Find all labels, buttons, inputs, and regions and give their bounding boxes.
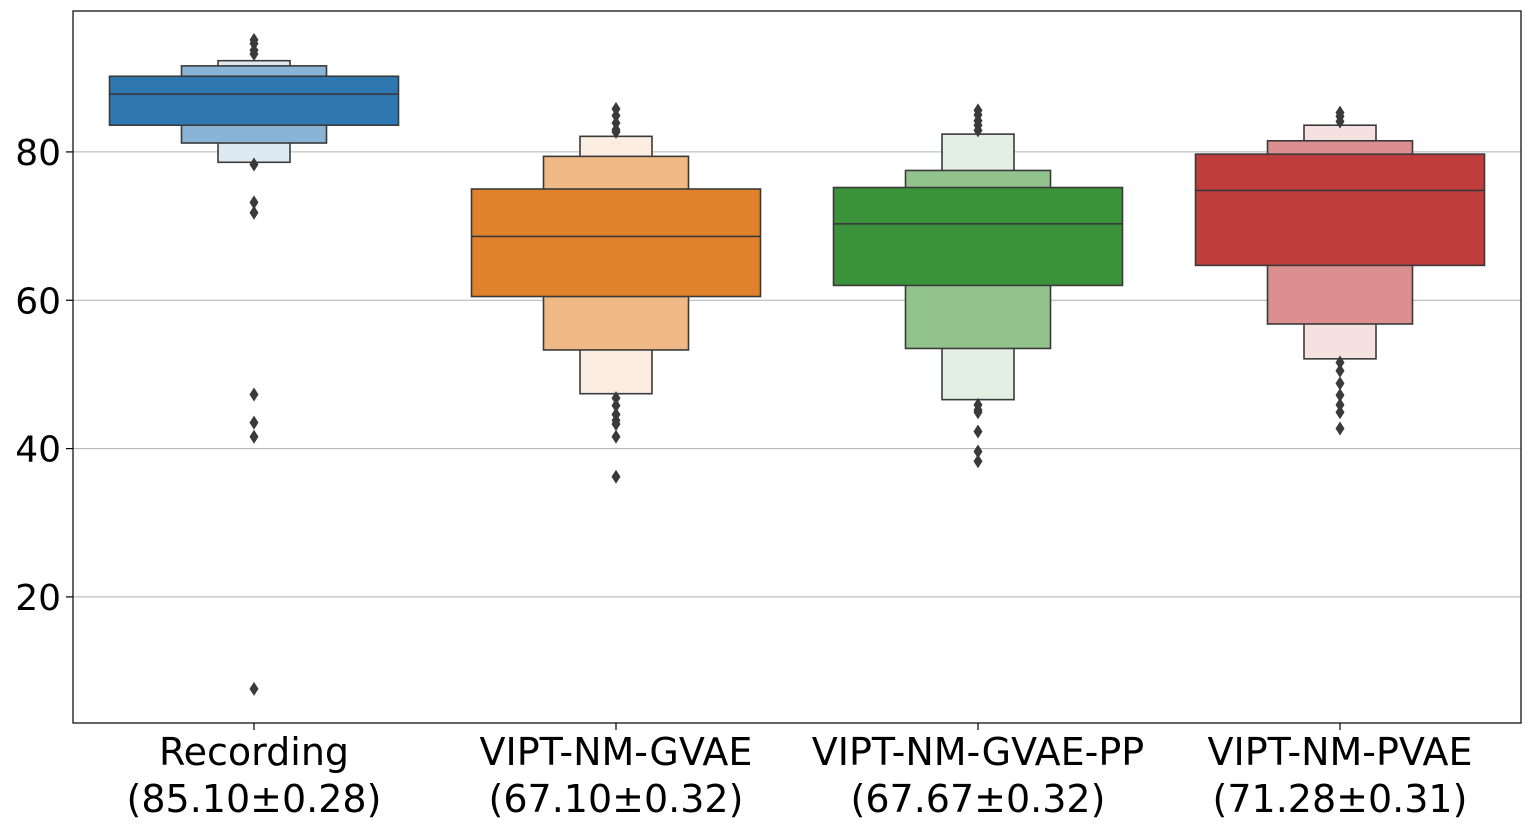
boxen-level-1 bbox=[470, 188, 762, 298]
outlier-point bbox=[1335, 114, 1345, 129]
outlier-point bbox=[1335, 405, 1345, 420]
outlier-point bbox=[1335, 421, 1345, 436]
outlier-point bbox=[249, 47, 259, 62]
x-tick-summary: (67.67±0.32) bbox=[851, 777, 1106, 821]
outlier-point bbox=[611, 417, 621, 432]
x-tick-label: Recording bbox=[159, 730, 349, 774]
outlier-point bbox=[611, 391, 621, 406]
x-tick-summary: (85.10±0.28) bbox=[127, 777, 382, 821]
outlier-point bbox=[611, 469, 621, 484]
outlier-point bbox=[1335, 355, 1345, 370]
x-tick-label: VIPT-NM-PVAE bbox=[1208, 730, 1473, 774]
outlier-point bbox=[249, 157, 259, 172]
y-tick-label: 40 bbox=[15, 430, 61, 471]
x-tick-label: VIPT-NM-GVAE-PP bbox=[812, 730, 1144, 774]
boxen-group-recording bbox=[108, 32, 400, 696]
y-tick-label: 60 bbox=[15, 281, 61, 322]
outlier-point bbox=[973, 405, 983, 420]
y-tick-label: 20 bbox=[15, 578, 61, 619]
x-tick-summary: (71.28±0.31) bbox=[1213, 777, 1468, 821]
boxen-group-vipt-nm-pvae bbox=[1194, 105, 1486, 436]
outlier-point bbox=[611, 429, 621, 444]
outlier-point bbox=[1335, 388, 1345, 403]
outlier-point bbox=[611, 398, 621, 413]
x-tick-label: VIPT-NM-GVAE bbox=[480, 730, 753, 774]
outlier-point bbox=[973, 123, 983, 138]
outlier-point bbox=[973, 424, 983, 439]
boxen-group-vipt-nm-gvae bbox=[470, 101, 762, 484]
boxen-groups bbox=[108, 32, 1486, 696]
outlier-point bbox=[249, 387, 259, 402]
outlier-point bbox=[1335, 363, 1345, 378]
outlier-point bbox=[1335, 376, 1345, 391]
outlier-point bbox=[249, 415, 259, 430]
outlier-point bbox=[973, 444, 983, 459]
y-tick-label: 80 bbox=[15, 133, 61, 174]
outlier-point bbox=[249, 195, 259, 210]
boxen-group-vipt-nm-gvae-pp bbox=[832, 103, 1124, 469]
boxen-level-1 bbox=[832, 186, 1124, 287]
outlier-point bbox=[249, 205, 259, 220]
y-axis: 20 40 60 80 bbox=[15, 133, 73, 619]
boxen-level-1 bbox=[1194, 153, 1486, 267]
boxen-level-1 bbox=[108, 75, 400, 127]
outlier-point bbox=[973, 454, 983, 469]
outlier-point bbox=[611, 108, 621, 123]
outlier-point bbox=[249, 429, 259, 444]
x-axis: Recording(85.10±0.28) VIPT-NM-GVAE(67.10±… bbox=[127, 723, 1473, 821]
outlier-point bbox=[611, 124, 621, 139]
outlier-point bbox=[249, 681, 259, 696]
outlier-point bbox=[1335, 397, 1345, 412]
plot-frame bbox=[72, 10, 1522, 724]
x-tick-summary: (67.10±0.32) bbox=[489, 777, 744, 821]
